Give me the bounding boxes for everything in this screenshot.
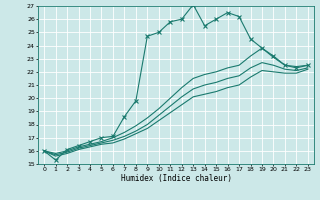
X-axis label: Humidex (Indice chaleur): Humidex (Indice chaleur)	[121, 174, 231, 183]
